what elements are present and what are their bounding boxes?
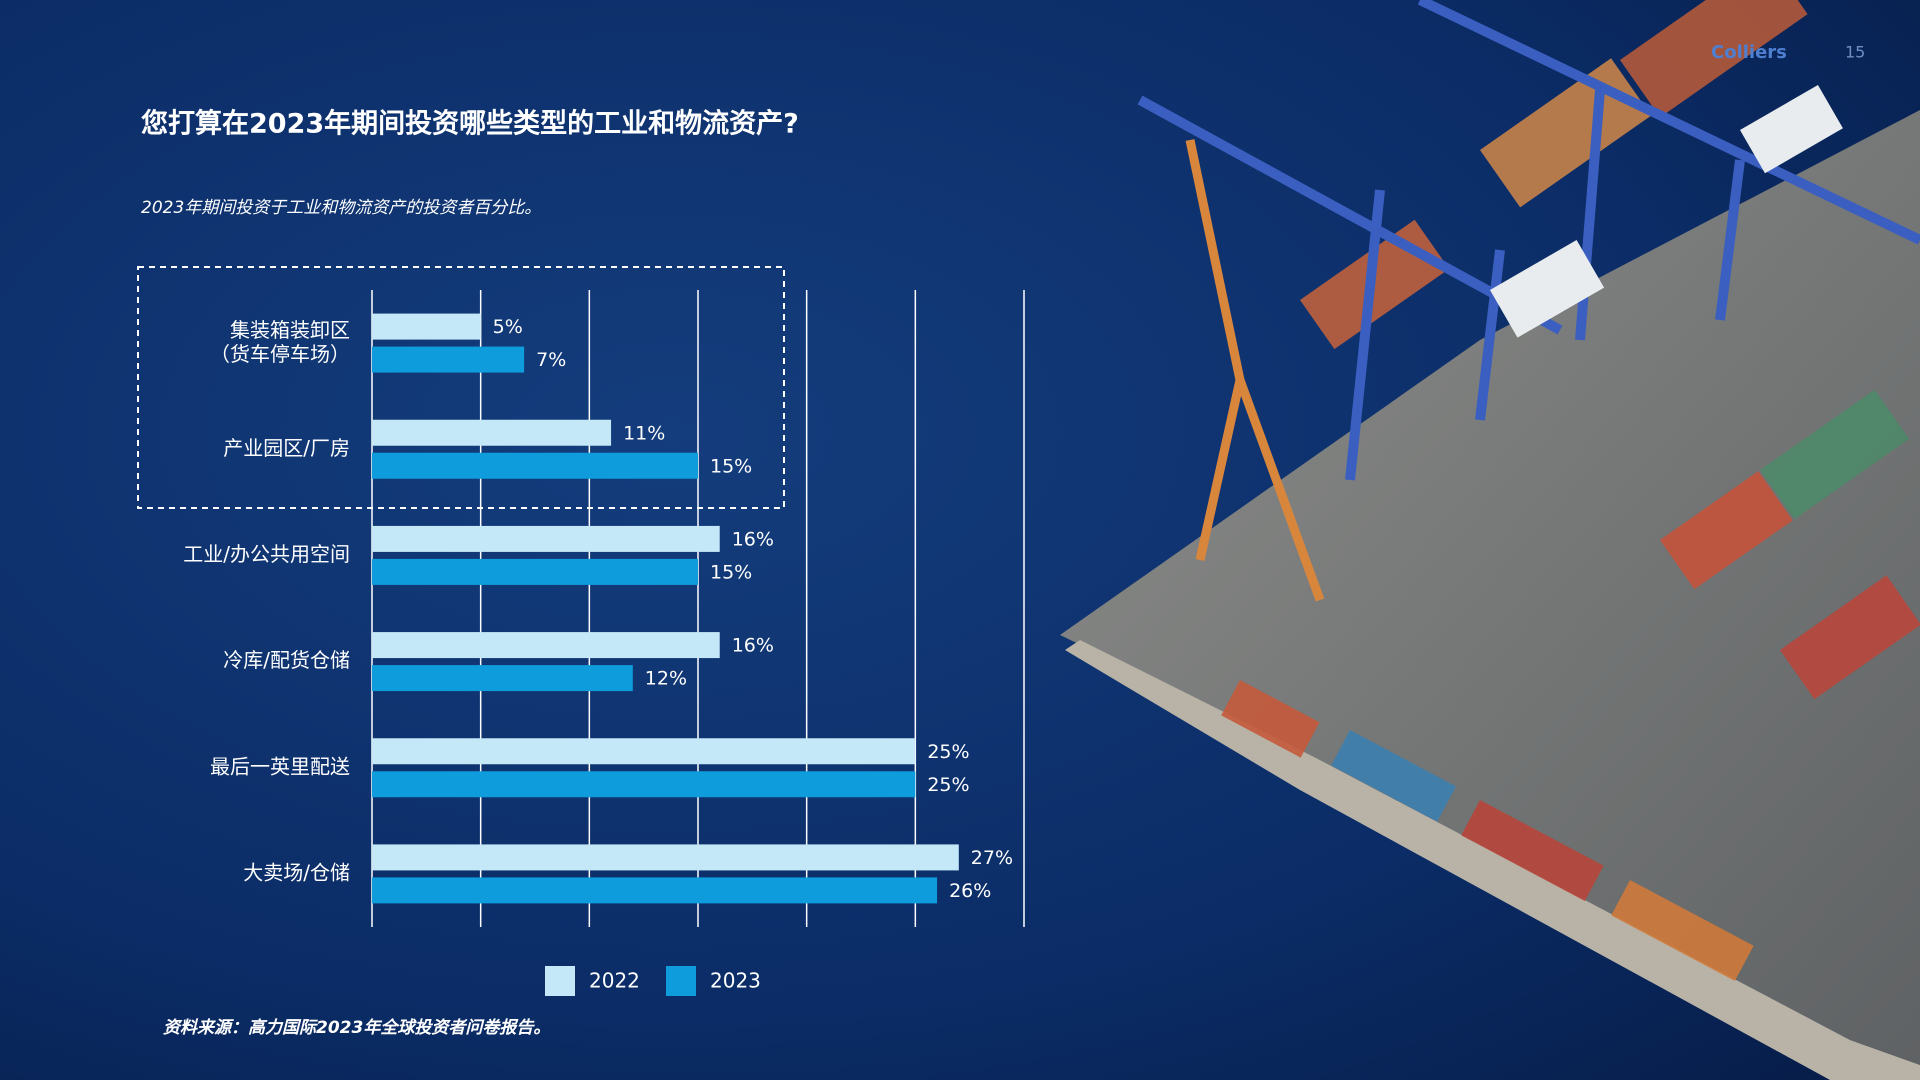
legend-label: 2022 <box>589 969 640 993</box>
source-note: 资料来源：高力国际2023年全球投资者问卷报告。 <box>163 1018 550 1038</box>
value-label: 5% <box>493 316 523 338</box>
value-label: 11% <box>623 422 665 444</box>
value-label: 16% <box>732 528 774 550</box>
bar <box>372 346 525 373</box>
bar <box>372 665 633 692</box>
y-tick-label: 最后一英里配送 <box>210 754 350 778</box>
legend-swatch <box>666 966 696 996</box>
crane-housing <box>1490 239 1605 338</box>
chart-title: 您打算在2023年期间投资哪些类型的工业和物流资产? <box>141 108 799 140</box>
pier <box>1060 110 1920 1065</box>
bar <box>372 525 720 552</box>
value-label: 12% <box>645 668 687 690</box>
value-label: 26% <box>949 880 991 902</box>
value-label: 15% <box>710 561 752 583</box>
bar <box>372 313 481 340</box>
y-tick-label: 大卖场/仓储 <box>243 860 350 884</box>
legend-label: 2023 <box>710 969 761 993</box>
y-tick-label: 集装箱装卸区（货车停车场） <box>210 318 350 366</box>
chart-subtitle: 2023年期间投资于工业和物流资产的投资者百分比。 <box>141 198 541 218</box>
bar <box>372 452 698 479</box>
page-number: 15 <box>1845 43 1865 62</box>
value-label: 16% <box>732 635 774 657</box>
value-label: 25% <box>927 774 969 796</box>
y-tick-label: 产业园区/厂房 <box>223 436 350 460</box>
legend-swatch <box>545 966 575 996</box>
port-photo <box>1060 0 1920 1080</box>
y-tick-label: 冷库/配货仓储 <box>223 648 350 672</box>
value-label: 7% <box>536 349 566 371</box>
bar <box>372 632 720 659</box>
y-tick-label: 工业/办公共用空间 <box>183 542 350 566</box>
value-label: 25% <box>927 741 969 763</box>
value-label: 27% <box>971 847 1013 869</box>
cranes <box>1137 0 1920 481</box>
bar <box>372 558 698 585</box>
plot: 集装箱装卸区（货车停车场） 5% 7% 产业园区/厂房 11% 15% 工业/办公共用空间 1… <box>183 290 1025 996</box>
orange-crane <box>1185 139 1325 602</box>
bar <box>372 738 916 765</box>
highlight-box <box>137 266 785 509</box>
crane-housing <box>1740 84 1843 174</box>
pier-edge <box>1065 640 1920 1080</box>
bar <box>372 844 959 871</box>
bar <box>372 877 938 904</box>
bar <box>372 771 916 798</box>
value-label: 15% <box>710 455 752 477</box>
brand-logo: Colliers <box>1711 42 1787 63</box>
bar <box>372 419 612 446</box>
